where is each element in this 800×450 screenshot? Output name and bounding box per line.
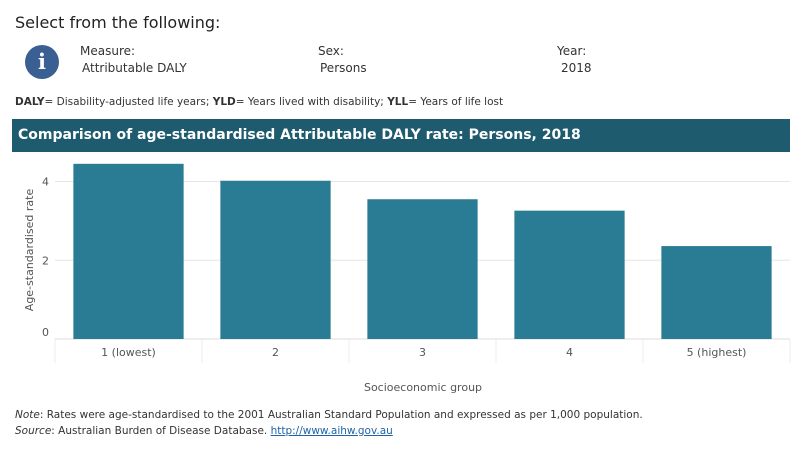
y-axis-title: Age-standardised rate — [23, 189, 36, 312]
page-title: Select from the following: — [15, 13, 221, 32]
y-tick-labels: 0 2 4 — [42, 176, 49, 339]
x-tick-label: 5 (highest) — [687, 346, 747, 359]
note-label: Note — [15, 409, 40, 421]
bar-5[interactable] — [661, 246, 772, 339]
bar-4[interactable] — [514, 210, 625, 339]
sex-value[interactable]: Persons — [320, 61, 367, 75]
chart-title-banner: Comparison of age-standardised Attributa… — [12, 119, 790, 152]
source-link[interactable]: http://www.aihw.gov.au — [270, 425, 393, 437]
abbreviation-legend: DALY= Disability-adjusted life years; YL… — [15, 96, 503, 108]
y-tick-label: 4 — [42, 176, 49, 189]
x-tick-label: 3 — [419, 346, 426, 359]
daly-text: = Disability-adjusted life years; — [44, 96, 210, 108]
x-tick-label: 4 — [566, 346, 573, 359]
yll-key: YLL — [387, 96, 409, 108]
x-axis-title: Socioeconomic group — [364, 381, 482, 394]
y-tick-label: 2 — [42, 254, 49, 267]
year-label: Year: — [557, 44, 587, 58]
yld-text: = Years lived with disability; — [235, 96, 384, 108]
yld-key: YLD — [212, 96, 236, 108]
x-tick-label: 2 — [272, 346, 279, 359]
bars — [73, 163, 772, 339]
bar-2[interactable] — [220, 180, 331, 339]
source-label: Source — [15, 425, 52, 437]
sex-label: Sex: — [318, 44, 344, 58]
y-tick-label: 0 — [42, 326, 49, 339]
note-line: Note: Rates were age-standardised to the… — [15, 409, 643, 421]
note-text: : Rates were age-standardised to the 200… — [39, 409, 643, 421]
x-tick-labels: 1 (lowest) 2 3 4 5 (highest) — [101, 346, 746, 359]
info-icon[interactable]: i — [25, 45, 59, 79]
bar-3[interactable] — [367, 199, 478, 339]
measure-label: Measure: — [80, 44, 136, 58]
measure-value[interactable]: Attributable DALY — [82, 61, 187, 75]
source-text: : Australian Burden of Disease Database. — [51, 425, 271, 437]
bar-chart: 0 2 4 1 (lowest) 2 3 4 5 (highest) Age-standar… — [23, 163, 791, 394]
year-value[interactable]: 2018 — [561, 61, 592, 75]
bar-1[interactable] — [73, 163, 184, 339]
yll-text: = Years of life lost — [408, 96, 504, 108]
x-tick-label: 1 (lowest) — [101, 346, 156, 359]
daly-key: DALY — [15, 96, 45, 108]
source-line: Source: Australian Burden of Disease Dat… — [15, 425, 393, 437]
